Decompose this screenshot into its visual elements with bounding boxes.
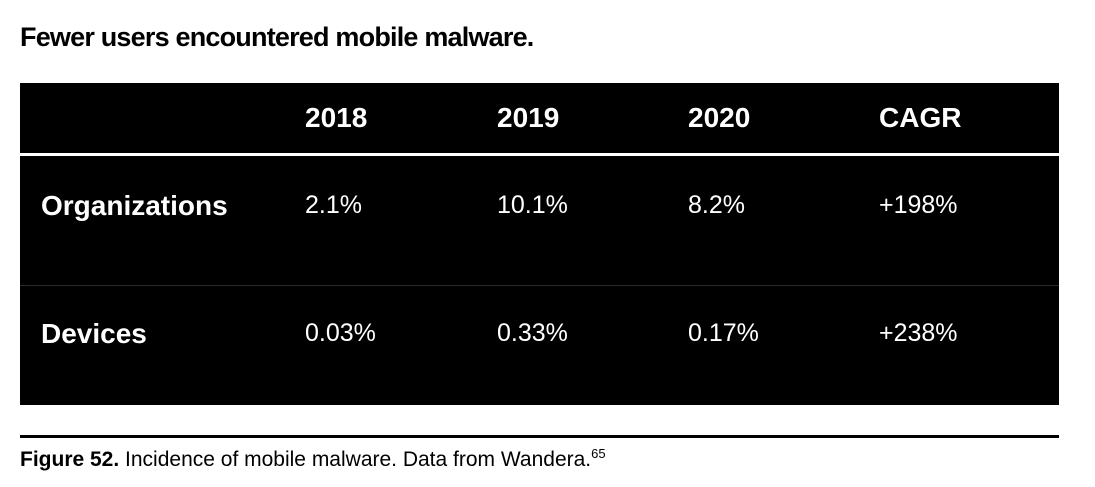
caption-rule bbox=[20, 435, 1059, 438]
row-divider bbox=[20, 285, 1059, 286]
table-body bbox=[20, 156, 1059, 405]
footnote-reference: 65 bbox=[591, 446, 606, 461]
cell-organizations-2018: 2.1% bbox=[305, 191, 362, 219]
cell-organizations-cagr: +198% bbox=[879, 191, 958, 219]
cell-organizations-2019: 10.1% bbox=[497, 191, 568, 219]
chart-title: Fewer users encountered mobile malware. bbox=[20, 22, 534, 52]
column-header-2018: 2018 bbox=[305, 102, 368, 133]
figure-caption: Figure 52. Incidence of mobile malware. … bbox=[20, 446, 606, 472]
cell-devices-cagr: +238% bbox=[879, 319, 958, 347]
cell-organizations-2020: 8.2% bbox=[688, 191, 745, 219]
row-label-organizations: Organizations bbox=[41, 190, 228, 221]
column-header-cagr: CAGR bbox=[879, 102, 962, 133]
cell-devices-2018: 0.03% bbox=[305, 319, 376, 347]
column-header-2020: 2020 bbox=[688, 102, 751, 133]
table-header-row: 2018 2019 2020 CAGR bbox=[20, 83, 1059, 153]
row-label-devices: Devices bbox=[41, 318, 147, 349]
figure-label: Figure 52. bbox=[20, 448, 120, 471]
caption-text: Incidence of mobile malware. Data from W… bbox=[119, 448, 592, 471]
column-header-2019: 2019 bbox=[497, 102, 560, 133]
cell-devices-2020: 0.17% bbox=[688, 319, 759, 347]
cell-devices-2019: 0.33% bbox=[497, 319, 568, 347]
